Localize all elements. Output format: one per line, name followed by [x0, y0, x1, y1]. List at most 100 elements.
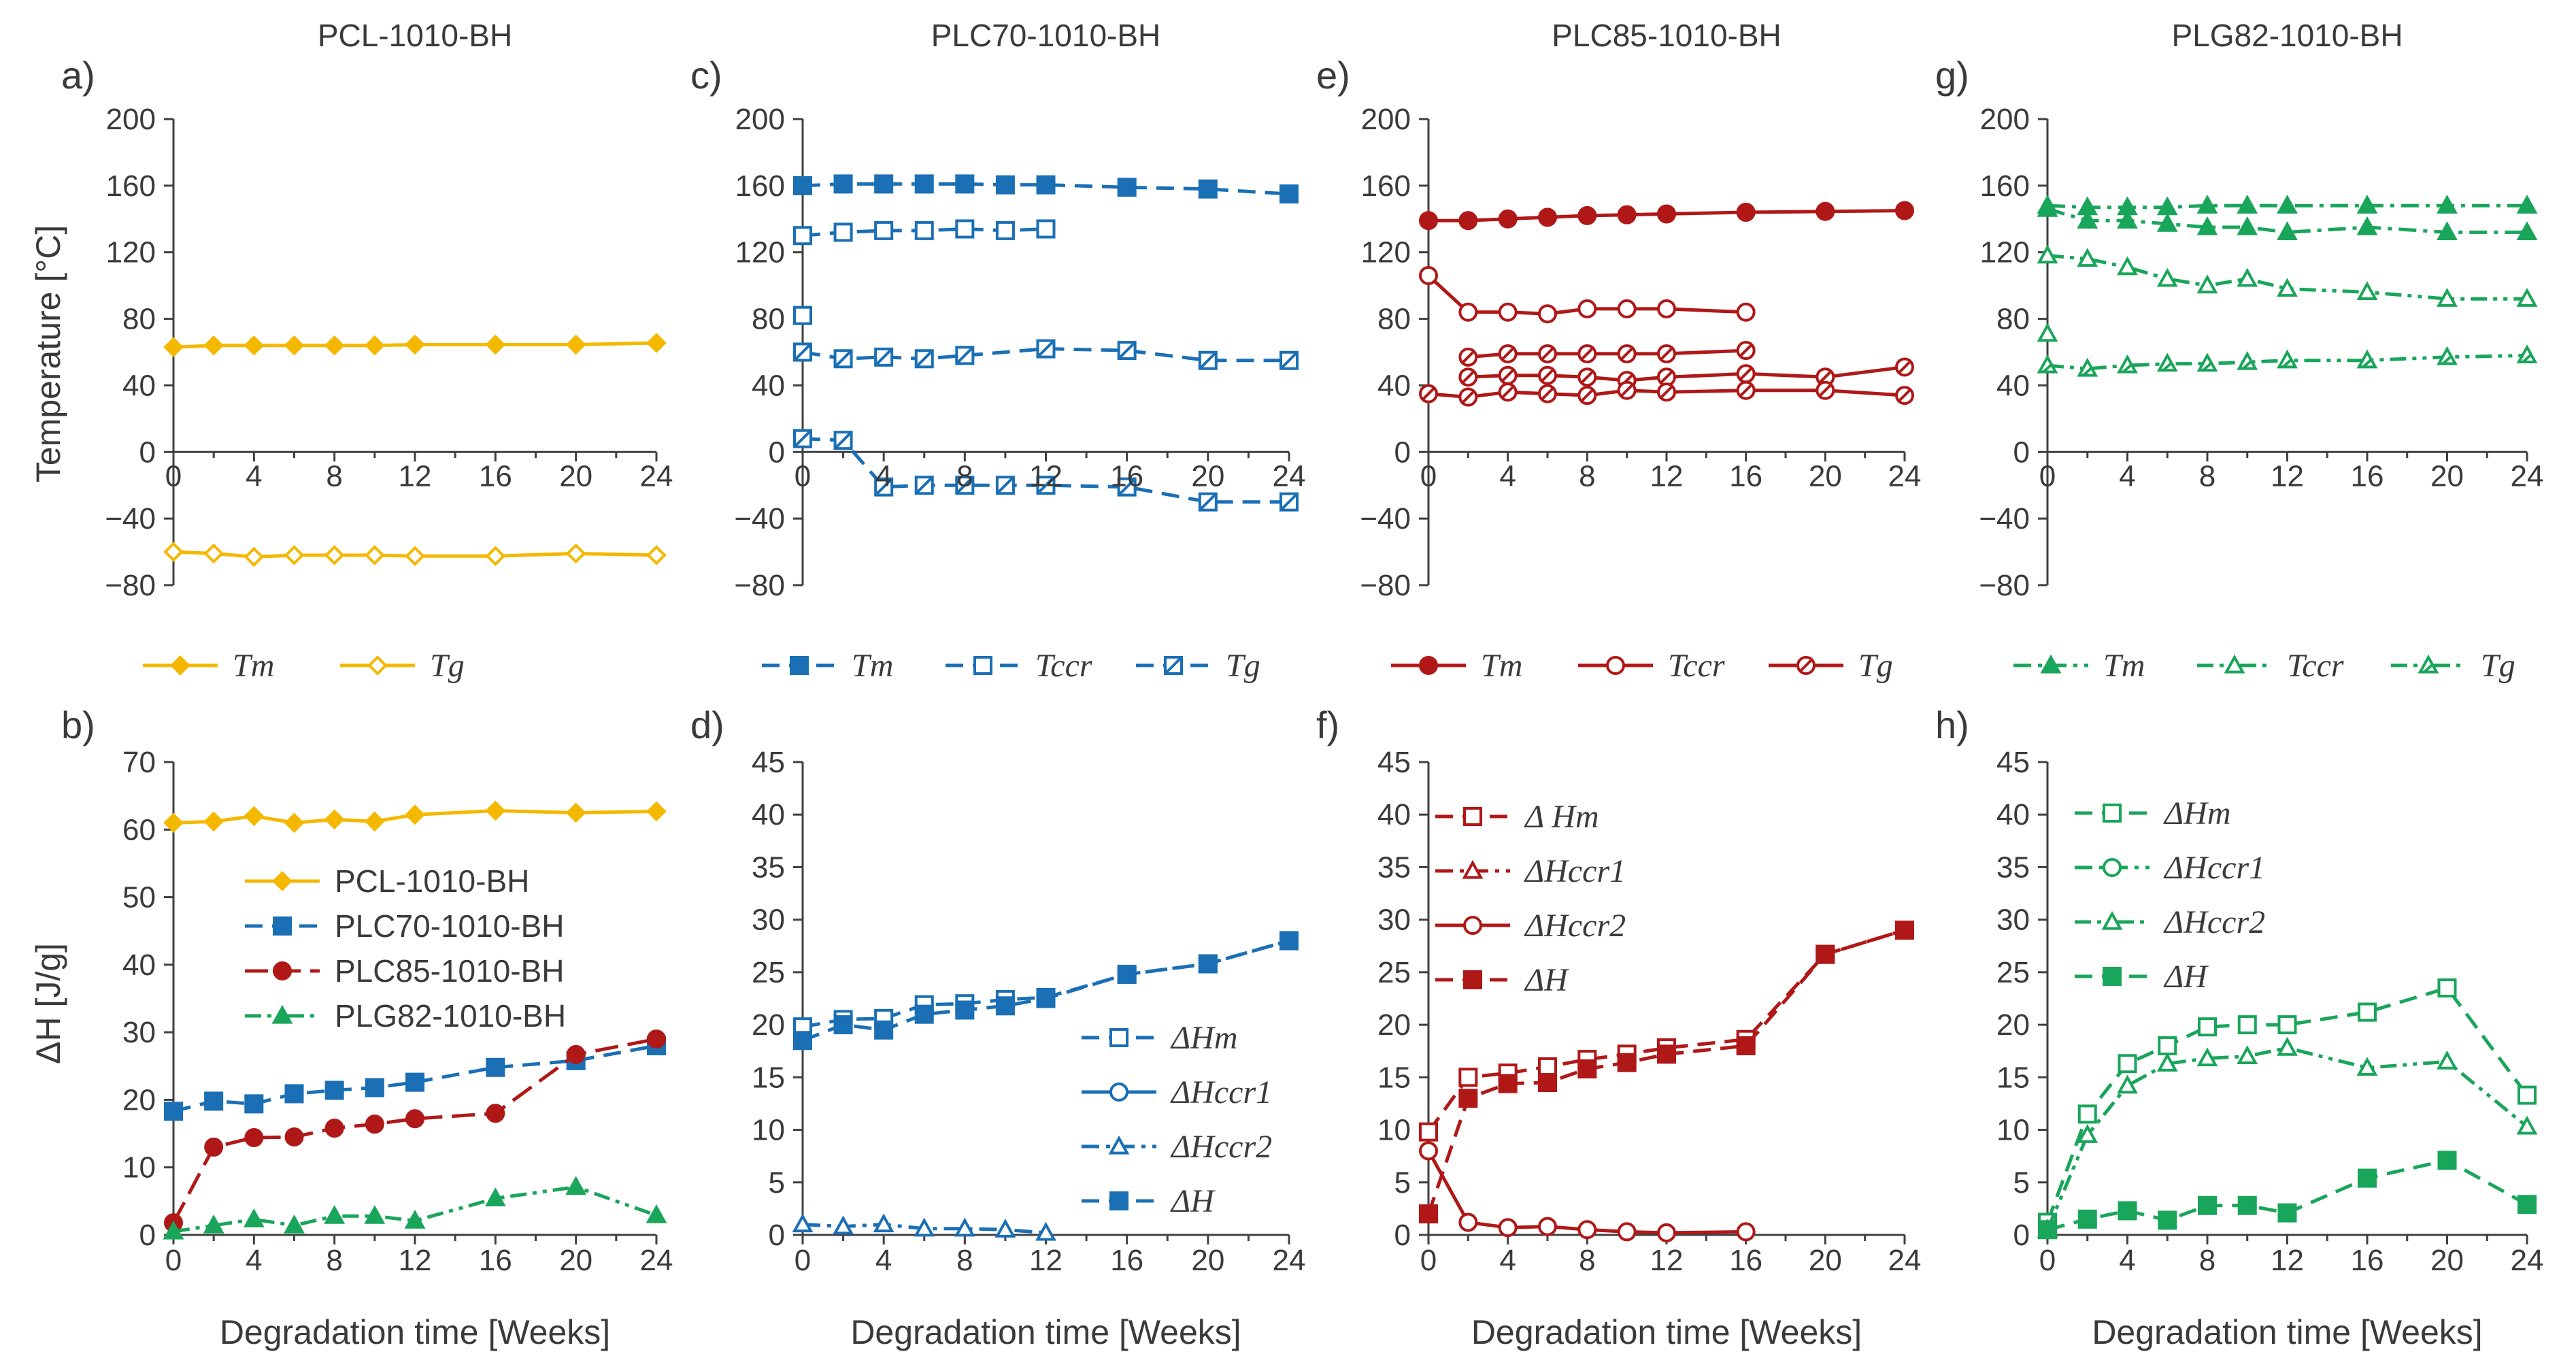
- panel-c-xtick-label: 24: [1273, 459, 1306, 493]
- panel-b-point: [485, 800, 506, 821]
- panel-e-point: [1657, 367, 1676, 387]
- panel-b-point: [365, 1114, 384, 1134]
- panel-h-xtick-label: 8: [2199, 1244, 2215, 1277]
- panel-g-point: [2037, 244, 2058, 264]
- panel-c-point: [1036, 219, 1056, 239]
- panel-h-ytick-label: 0: [2013, 1219, 2030, 1252]
- panel-d-xtick-label: 0: [794, 1244, 811, 1277]
- panel-a-ytick-label: 120: [106, 236, 156, 269]
- panel-a-point: [203, 543, 224, 564]
- legend-swatch-marker: [1463, 807, 1482, 826]
- panel-f-point: [1895, 921, 1914, 940]
- panel-b-label: b): [61, 704, 95, 746]
- legend-swatch-marker: [1164, 656, 1183, 675]
- panel-c-point: [914, 349, 934, 369]
- panel-h-xtick-label: 4: [2119, 1244, 2135, 1277]
- panel-g-point: [2156, 267, 2178, 287]
- panel-e-xtick-label: 12: [1650, 459, 1684, 493]
- panel-a-point: [485, 334, 506, 355]
- panel-b-point: [365, 1078, 384, 1097]
- panel-a-point: [284, 335, 305, 356]
- panel-h-xtick-label: 24: [2511, 1244, 2544, 1277]
- panel-c-point: [914, 220, 934, 240]
- panel-b-ytick-label: 0: [139, 1219, 156, 1252]
- legend-label: ΔHccr2: [2163, 904, 2265, 940]
- panel-g-point: [2356, 195, 2378, 214]
- panel-c-point: [874, 347, 894, 367]
- legend-entry: Tg: [2391, 648, 2515, 684]
- panel-b-point: [324, 1080, 344, 1100]
- panel-h-xtick-label: 12: [2271, 1244, 2304, 1277]
- panel-b-xlabel: Degradation time [Weeks]: [220, 1313, 610, 1351]
- panel-f-point: [1816, 944, 1835, 964]
- panel-h-ytick-label: 35: [1996, 850, 2030, 884]
- panel-b-point: [284, 812, 305, 833]
- panel-c-point: [1279, 350, 1299, 370]
- panel-h-xtick-label: 0: [2039, 1244, 2056, 1277]
- panel-b-point: [163, 1220, 184, 1240]
- panel-d-point: [874, 1020, 894, 1040]
- panel-h-xlabel: Degradation time [Weeks]: [2092, 1313, 2482, 1351]
- panel-f-ytick-label: 25: [1377, 956, 1411, 989]
- panel-a-point: [163, 337, 184, 357]
- panel-b-point: [565, 1176, 587, 1195]
- panel-g-point: [2277, 221, 2298, 240]
- panel-a-point: [565, 543, 586, 564]
- panel-h-point: [2518, 1085, 2537, 1105]
- panel-a-point: [324, 335, 345, 356]
- panel-d-point: [994, 1219, 1016, 1238]
- panel-e-point: [1458, 387, 1478, 407]
- panel-g-ytick-label: 160: [1980, 169, 2030, 203]
- panel-c-line-tm: [802, 182, 1290, 196]
- panel-c-point: [833, 431, 853, 450]
- legend-label: PLC70-1010-BH: [335, 908, 565, 944]
- panel-g-point: [2277, 278, 2298, 297]
- panel-e-point: [1736, 302, 1756, 322]
- panel-d-point: [833, 1215, 854, 1235]
- legend-label: Tm: [852, 648, 893, 684]
- panel-f-label: f): [1316, 704, 1339, 746]
- panel-b-point: [365, 811, 385, 832]
- panel-g-point: [2156, 352, 2178, 372]
- panel-b-ytick-label: 70: [122, 746, 156, 779]
- panel-f-ytick-label: 20: [1377, 1008, 1411, 1042]
- panel-d-ytick-label: 10: [752, 1114, 785, 1147]
- panel-e-ytick-label: −80: [1360, 569, 1411, 602]
- panel-e-line-tg-2: [1468, 365, 1905, 382]
- panel-c-xtick-label: 8: [956, 459, 973, 493]
- panel-h-point: [2237, 1045, 2258, 1065]
- panel-g-point: [2037, 323, 2058, 342]
- panel-b-point: [243, 1208, 265, 1227]
- panel-a-point: [244, 546, 265, 567]
- panel-a-xtick-label: 12: [399, 459, 432, 493]
- legend-label: PCL-1010-BH: [335, 863, 529, 899]
- legend-label: PLG82-1010-BH: [335, 998, 566, 1034]
- legend-entry: Tccr: [946, 648, 1092, 684]
- panel-c-point: [833, 222, 853, 242]
- panel-e-xtick-label: 20: [1809, 459, 1842, 493]
- temperature-axis-title: Temperature [°C]: [29, 225, 67, 482]
- panel-f-point: [1458, 1068, 1478, 1087]
- panel-e-point: [1895, 357, 1914, 377]
- panel-b-point: [404, 1210, 426, 1229]
- panel-g-point: [2117, 354, 2138, 374]
- panel-b-line-plg82-1010-bh: [173, 1185, 657, 1234]
- panel-h-xtick-label: 20: [2430, 1244, 2464, 1277]
- panel-e-point: [1538, 344, 1557, 363]
- panel-b-point: [364, 1205, 386, 1224]
- panel-e-point: [1816, 201, 1835, 221]
- panel-c-point: [833, 174, 853, 194]
- panel-e-point: [1577, 386, 1597, 406]
- panel-f-point: [1498, 1218, 1518, 1238]
- panel-f-point: [1657, 1044, 1676, 1064]
- panel-c-xtick-label: 4: [875, 459, 892, 493]
- panel-g-ytick-label: 0: [2013, 435, 2030, 469]
- panel-b-ytick-label: 60: [122, 813, 156, 846]
- legend-swatch-marker: [1419, 656, 1438, 675]
- panel-e-xtick-label: 24: [1888, 459, 1922, 493]
- legend-swatch-marker: [273, 961, 292, 980]
- panel-a-point: [163, 542, 184, 562]
- panel-a-title: PCL-1010-BH: [318, 18, 512, 53]
- panel-c-point: [995, 476, 1015, 495]
- legend-label: Tg: [1858, 648, 1893, 684]
